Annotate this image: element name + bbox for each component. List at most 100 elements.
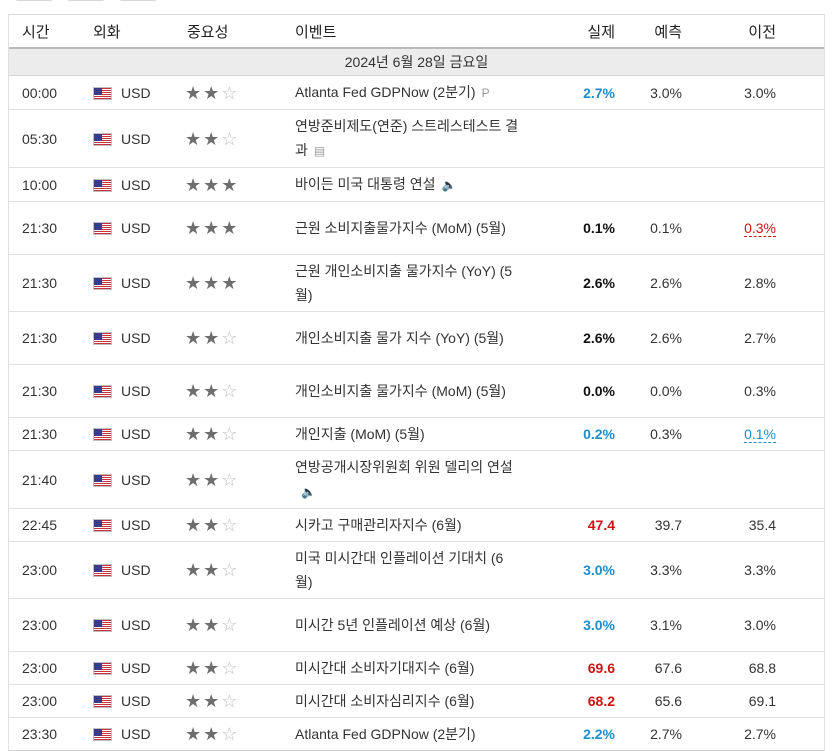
preliminary-icon[interactable]: P [481, 86, 490, 100]
economic-calendar: 시간 외화 중요성 이벤트 실제 예측 이전 2024년 6월 28일 금요일 … [8, 14, 825, 751]
event-cell[interactable]: 연방공개시장위원회 위원 델리의 연설 🔈 [287, 450, 549, 509]
table-row[interactable]: 23:30 USD ★★☆ Atlanta Fed GDPNow (2분기) 2.2% 2… [9, 717, 824, 751]
event-name[interactable]: 바이든 미국 대통령 연설 [295, 176, 436, 192]
forecast-value: 0.0% [615, 364, 710, 418]
table-row[interactable]: 23:00 USD ★★☆ 미국 미시간대 인플레이션 기대치 (6월) 3.0% 3.3… [9, 541, 824, 599]
previous-value-cell: 3.0% [710, 75, 824, 110]
forecast-value: 2.6% [615, 311, 710, 365]
header-importance[interactable]: 중요성 [175, 14, 287, 49]
table-row[interactable]: 21:30 USD ★★☆ 개인소비지출 물가 지수 (YoY) (5월) 2.6% 2.… [9, 311, 824, 365]
event-time: 21:30 [9, 311, 93, 365]
currency-cell: USD [93, 417, 175, 451]
event-name[interactable]: 개인소비지출 물가지수 (MoM) (5월) [295, 383, 506, 399]
speaker-icon[interactable]: 🔈 [301, 485, 316, 499]
currency-cell: USD [93, 717, 175, 751]
event-name[interactable]: Atlanta Fed GDPNow (2분기) [295, 726, 476, 742]
currency-cell: USD [93, 109, 175, 168]
previous-value-cell: 0.3% [710, 364, 824, 418]
importance-star-icon: ★ [203, 328, 222, 348]
currency-code: USD [121, 220, 151, 236]
actual-value [549, 167, 615, 202]
importance-stars: ★★☆ [175, 508, 287, 542]
importance-stars: ★★☆ [175, 417, 287, 451]
forecast-value: 3.3% [615, 541, 710, 599]
table-row[interactable]: 21:30 USD ★★★ 근원 개인소비지출 물가지수 (YoY) (5월) 2.6%… [9, 254, 824, 312]
speaker-icon[interactable]: 🔈 [441, 178, 457, 192]
previous-value-cell: 0.3% [710, 201, 824, 255]
event-time: 21:30 [9, 254, 93, 312]
event-name[interactable]: 연방준비제도(연준) 스트레스테스트 결과 [295, 118, 519, 158]
event-name[interactable]: 미시간대 소비자기대지수 (6월) [295, 660, 475, 676]
us-flag-icon [93, 332, 112, 345]
event-name[interactable]: Atlanta Fed GDPNow (2분기) [295, 84, 476, 100]
importance-star-icon: ★ [185, 615, 204, 635]
importance-star-icon: ★ [185, 273, 204, 293]
header-event[interactable]: 이벤트 [287, 14, 549, 49]
event-name[interactable]: 개인소비지출 물가 지수 (YoY) (5월) [295, 330, 504, 346]
us-flag-icon [93, 86, 112, 100]
event-name[interactable]: 개인지출 (MoM) (5월) [295, 426, 425, 442]
header-forecast[interactable]: 예측 [615, 14, 710, 49]
table-row[interactable]: 21:30 USD ★★☆ 개인지출 (MoM) (5월) 0.2% 0.3% 0.1% [9, 417, 824, 451]
actual-value: 2.7% [549, 75, 615, 110]
header-currency[interactable]: 외화 [93, 14, 175, 49]
event-cell[interactable]: 바이든 미국 대통령 연설 🔈 [287, 167, 549, 202]
event-cell[interactable]: 개인지출 (MoM) (5월) [287, 417, 549, 451]
event-cell[interactable]: 근원 소비지출물가지수 (MoM) (5월) [287, 201, 549, 255]
event-cell[interactable]: 시카고 구매관리자지수 (6월) [287, 508, 549, 542]
table-row[interactable]: 23:00 USD ★★☆ 미시간대 소비자기대지수 (6월) 69.6 67.6 68.8 [9, 651, 824, 685]
previous-value[interactable]: 0.3% [744, 220, 776, 237]
currency-cell: USD [93, 201, 175, 255]
event-cell[interactable]: Atlanta Fed GDPNow (2분기) [287, 717, 549, 751]
table-row[interactable]: 21:30 USD ★★★ 근원 소비지출물가지수 (MoM) (5월) 0.1% 0.1… [9, 201, 824, 255]
event-name[interactable]: 미시간 5년 인플레이션 예상 (6월) [295, 617, 491, 633]
actual-value: 2.6% [549, 254, 615, 312]
event-cell[interactable]: 개인소비지출 물가지수 (MoM) (5월) [287, 364, 549, 418]
event-cell[interactable]: 미국 미시간대 인플레이션 기대치 (6월) [287, 541, 549, 599]
table-row[interactable]: 23:00 USD ★★☆ 미시간 5년 인플레이션 예상 (6월) 3.0% 3.1% 3… [9, 598, 824, 652]
event-name[interactable]: 시카고 구매관리자지수 (6월) [295, 517, 462, 533]
event-name[interactable]: 연방공개시장위원회 위원 델리의 연설 [295, 459, 513, 475]
event-cell[interactable]: 근원 개인소비지출 물가지수 (YoY) (5월) [287, 254, 549, 312]
importance-star-icon: ★ [185, 174, 204, 195]
table-row[interactable]: 23:00 USD ★★☆ 미시간대 소비자심리지수 (6월) 68.2 65.6 69.1 [9, 684, 824, 718]
currency-code: USD [121, 426, 151, 442]
currency-cell: USD [93, 167, 175, 202]
table-row[interactable]: 22:45 USD ★★☆ 시카고 구매관리자지수 (6월) 47.4 39.7 35.4 [9, 508, 824, 542]
event-cell[interactable]: 미시간대 소비자심리지수 (6월) [287, 684, 549, 718]
event-cell[interactable]: Atlanta Fed GDPNow (2분기) P [287, 75, 549, 110]
previous-value: 69.1 [748, 693, 776, 709]
event-name[interactable]: 근원 개인소비지출 물가지수 (YoY) (5월) [295, 263, 513, 303]
event-cell[interactable]: 연방준비제도(연준) 스트레스테스트 결과 ▤ [287, 109, 549, 168]
event-name[interactable]: 근원 소비지출물가지수 (MoM) (5월) [295, 220, 506, 236]
importance-star-icon: ☆ [221, 658, 240, 678]
event-cell[interactable]: 개인소비지출 물가 지수 (YoY) (5월) [287, 311, 549, 365]
table-row[interactable]: 00:00 USD ★★☆ Atlanta Fed GDPNow (2분기) P 2.7%… [9, 75, 824, 110]
document-icon[interactable]: ▤ [313, 144, 326, 158]
currency-code: USD [121, 726, 151, 742]
event-name[interactable]: 미국 미시간대 인플레이션 기대치 (6월) [295, 550, 504, 590]
forecast-value: 67.6 [615, 651, 710, 685]
header-actual[interactable]: 실제 [549, 14, 615, 49]
table-row[interactable]: 10:00 USD ★★★ 바이든 미국 대통령 연설 🔈 [9, 167, 824, 202]
importance-star-icon: ☆ [221, 381, 240, 401]
cropped-top-controls [14, 0, 234, 4]
actual-value: 2.2% [549, 717, 615, 751]
event-name[interactable]: 미시간대 소비자심리지수 (6월) [295, 693, 475, 709]
table-row[interactable]: 21:30 USD ★★☆ 개인소비지출 물가지수 (MoM) (5월) 0.0% 0.0… [9, 364, 824, 418]
previous-value[interactable]: 0.1% [744, 426, 776, 443]
us-flag-icon [93, 473, 112, 487]
event-time: 21:30 [9, 417, 93, 451]
header-time[interactable]: 시간 [9, 14, 93, 49]
event-cell[interactable]: 미시간 5년 인플레이션 예상 (6월) [287, 598, 549, 652]
header-previous[interactable]: 이전 [710, 14, 824, 49]
event-cell[interactable]: 미시간대 소비자기대지수 (6월) [287, 651, 549, 685]
table-row[interactable]: 21:40 USD ★★☆ 연방공개시장위원회 위원 델리의 연설🔈 [9, 450, 824, 509]
event-time: 21:40 [9, 450, 93, 509]
importance-star-icon: ★ [203, 469, 222, 490]
table-row[interactable]: 05:30 USD ★★☆ 연방준비제도(연준) 스트레스테스트 결과 ▤ [9, 109, 824, 168]
event-time: 21:30 [9, 364, 93, 418]
currency-code: USD [121, 562, 151, 578]
importance-star-icon: ★ [185, 381, 204, 401]
previous-value-cell [710, 167, 824, 202]
